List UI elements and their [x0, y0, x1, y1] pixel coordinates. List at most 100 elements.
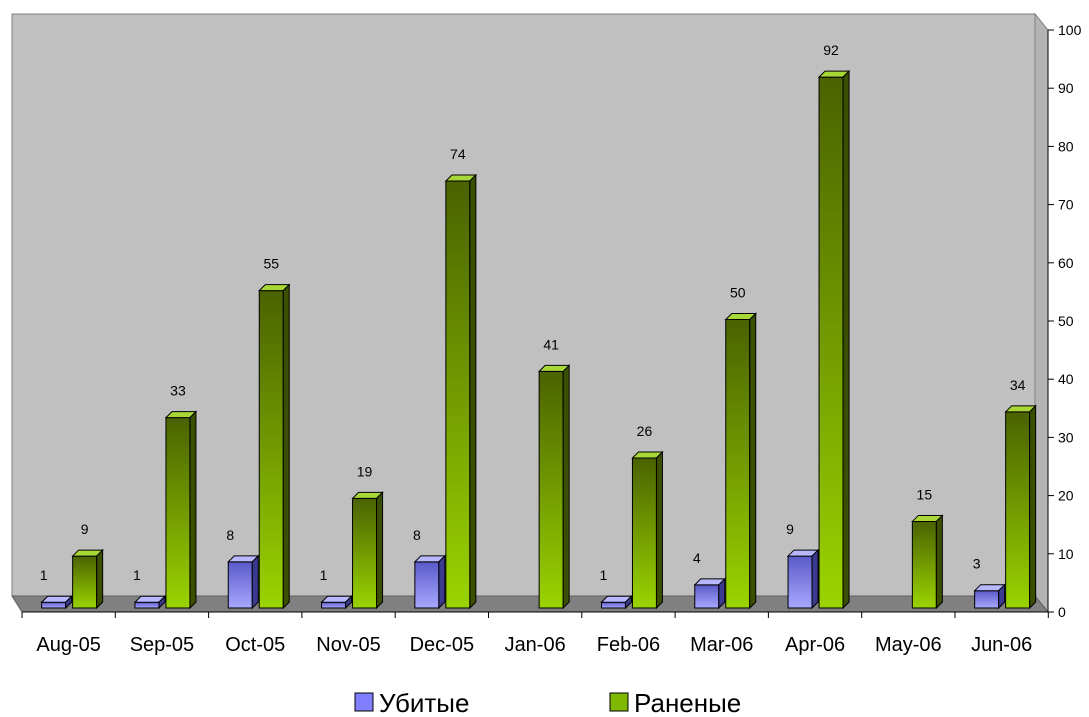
- bar-side: [65, 595, 73, 610]
- bar-front: [725, 319, 751, 609]
- legend-swatch-killed: [354, 692, 374, 712]
- bar-wounded: [537, 364, 571, 610]
- bar-side: [718, 577, 726, 610]
- y-tick-label: 50: [1058, 313, 1074, 329]
- x-tick-label: Sep-05: [130, 634, 195, 656]
- legend-item-wounded: Раненые: [609, 688, 741, 717]
- data-label-wounded: 92: [823, 42, 839, 58]
- x-tick-label: Oct-05: [225, 634, 285, 656]
- bar-front: [600, 601, 626, 609]
- y-tick-label: 60: [1058, 255, 1074, 271]
- bar-front: [538, 370, 564, 609]
- bar-wounded: [258, 283, 291, 610]
- x-axis: Aug-05 Sep-05 Oct-05 Nov-05 Dec-05 Jan-06 Feb-…: [21, 612, 1049, 656]
- data-label-wounded: 74: [450, 146, 466, 162]
- bar-side: [376, 491, 384, 610]
- y-tick-label: 30: [1058, 429, 1074, 445]
- bar-front: [414, 561, 440, 609]
- bar-front: [1005, 411, 1031, 609]
- bar-front: [41, 601, 67, 609]
- bar-killed: [973, 583, 1006, 610]
- legend: Убитые Раненые: [354, 688, 741, 717]
- y-tick-label: 10: [1058, 546, 1074, 562]
- data-label-killed: 8: [413, 527, 421, 543]
- bar-side: [282, 283, 290, 610]
- data-label-wounded: 33: [170, 383, 186, 399]
- data-label-killed: 1: [133, 567, 141, 583]
- x-tick-label: Mar-06: [690, 634, 753, 656]
- x-tick-label: Apr-06: [785, 634, 845, 656]
- bar-wounded: [817, 69, 851, 610]
- plot-side-wall: [1034, 12, 1049, 614]
- bar-killed: [320, 595, 353, 610]
- bars: [40, 69, 1037, 610]
- y-tick-label: 90: [1058, 80, 1074, 96]
- x-tick-label: Jun-06: [971, 634, 1032, 656]
- y-tick-label: 40: [1058, 371, 1074, 387]
- x-tick-label: Nov-05: [316, 634, 380, 656]
- data-label-wounded: 50: [730, 285, 746, 301]
- bar-killed: [600, 595, 633, 610]
- bar-side: [438, 554, 446, 610]
- y-tick-label: 100: [1058, 22, 1082, 38]
- bar-wounded: [1004, 404, 1037, 610]
- bar-side: [1029, 404, 1037, 610]
- bar-killed: [786, 548, 820, 610]
- data-label-wounded: 9: [81, 521, 89, 537]
- y-tick-label: 70: [1058, 197, 1074, 213]
- bar-side: [96, 548, 104, 610]
- bar-wounded: [164, 410, 198, 610]
- bar-wounded: [631, 450, 664, 610]
- bar-killed: [227, 554, 260, 610]
- bar-side: [655, 450, 663, 610]
- bar-killed: [133, 595, 167, 610]
- bar-side: [842, 69, 850, 610]
- data-label-killed: 1: [320, 567, 328, 583]
- legend-swatch-wounded: [609, 692, 629, 712]
- bar-front: [227, 561, 253, 609]
- bar-wounded: [444, 173, 478, 610]
- bar-front: [818, 76, 844, 609]
- bar-front: [445, 180, 471, 609]
- y-axis: 0 10 20 30 40 50 60 70 80 90 100: [1048, 22, 1082, 620]
- data-label-wounded: 55: [263, 256, 279, 272]
- bar-wounded: [911, 514, 944, 610]
- legend-label-killed: Убитые: [379, 688, 469, 717]
- data-label-killed: 3: [973, 556, 981, 572]
- bar-side: [189, 410, 197, 610]
- bar-side: [158, 595, 166, 610]
- bar-front: [72, 555, 98, 609]
- legend-label-wounded: Раненые: [634, 688, 741, 717]
- bar-front: [352, 497, 378, 609]
- bar-front: [134, 601, 160, 609]
- bar-side: [624, 595, 632, 610]
- y-tick-label: 20: [1058, 488, 1074, 504]
- bar-front: [694, 584, 720, 609]
- bar-wounded: [71, 548, 104, 610]
- data-label-wounded: 19: [357, 463, 373, 479]
- bar-side: [251, 554, 259, 610]
- bar-killed: [40, 595, 73, 610]
- bar-front: [974, 590, 1000, 609]
- data-label-wounded: 15: [917, 486, 933, 502]
- data-label-wounded: 26: [637, 423, 653, 439]
- legend-item-killed: Убитые: [354, 688, 469, 717]
- y-tick-label: 0: [1058, 604, 1066, 620]
- bar-front: [911, 520, 937, 609]
- x-tick-label: Dec-05: [410, 634, 474, 656]
- bar-side: [998, 583, 1006, 610]
- bar-side: [749, 312, 757, 610]
- x-tick-label: Jan-06: [505, 634, 566, 656]
- bar-front: [165, 417, 191, 609]
- bar-side: [345, 595, 353, 610]
- bar-side: [935, 514, 943, 610]
- bar-side: [562, 364, 570, 610]
- bar-front: [321, 601, 347, 609]
- x-tick-label: Aug-05: [36, 634, 101, 656]
- bar-wounded: [724, 312, 757, 610]
- data-label-killed: 8: [226, 527, 234, 543]
- data-label-killed: 1: [40, 567, 48, 583]
- data-label-wounded: 34: [1010, 377, 1026, 393]
